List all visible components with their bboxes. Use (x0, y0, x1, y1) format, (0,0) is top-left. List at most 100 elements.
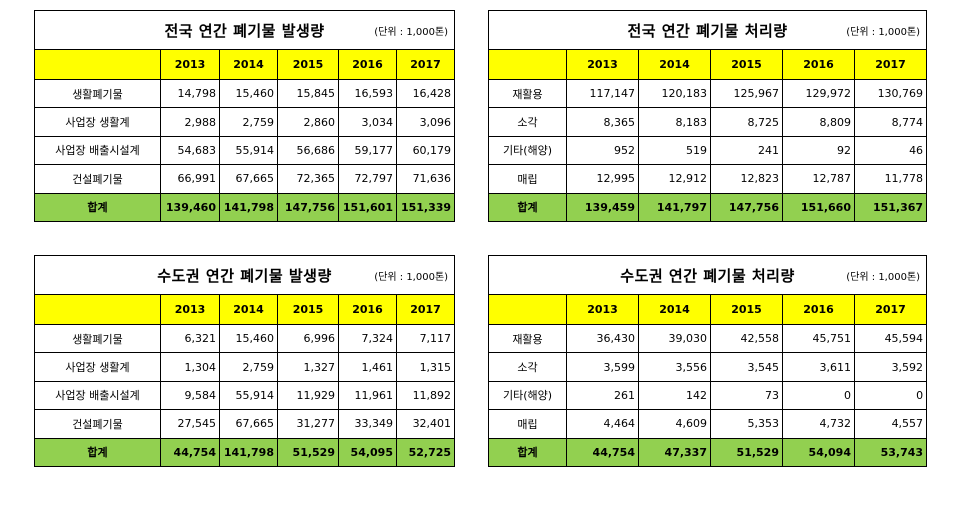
cell-value: 32,401 (395, 409, 456, 439)
total-value: 53,743 (853, 437, 928, 468)
cell-value: 73 (710, 380, 783, 411)
total-value: 139,460 (160, 192, 220, 223)
cell-value: 6,996 (277, 323, 339, 354)
table-row: 소각 3,599 3,556 3,545 3,611 3,592 (488, 352, 928, 382)
cell-value: 12,912 (638, 164, 711, 194)
cell-value: 3,592 (853, 352, 928, 382)
cell-value: 72,797 (338, 164, 397, 194)
table-title-cell: 전국 연간 폐기물 발생량 (단위 : 1,000톤) (33, 10, 456, 50)
cell-value: 67,665 (219, 409, 278, 439)
row-label: 사업장 배출시설계 (34, 135, 161, 166)
year-header: 2013 (160, 49, 220, 80)
cell-value: 4,464 (566, 409, 639, 439)
cell-value: 56,686 (277, 135, 339, 166)
header-blank (488, 294, 567, 325)
cell-value: 3,556 (638, 352, 711, 382)
national-waste-treatment-table: 전국 연간 폐기물 처리량 (단위 : 1,000톤) 2013 2014 20… (487, 10, 928, 223)
cell-value: 27,545 (160, 409, 220, 439)
cell-value: 16,593 (338, 78, 397, 109)
cell-value: 11,961 (338, 380, 397, 411)
total-value: 147,756 (277, 192, 339, 223)
cell-value: 31,277 (277, 409, 339, 439)
year-header: 2013 (160, 294, 220, 325)
total-value: 52,725 (395, 437, 456, 468)
year-header: 2015 (710, 49, 783, 80)
cell-value: 125,967 (710, 78, 783, 109)
table-row: 기타(해양) 261 142 73 0 0 (488, 380, 928, 411)
year-header-row: 2013 2014 2015 2016 2017 (34, 294, 456, 325)
cell-value: 0 (853, 380, 928, 411)
cell-value: 71,636 (395, 164, 456, 194)
cell-value: 45,594 (853, 323, 928, 354)
total-value: 44,754 (160, 437, 220, 468)
year-header: 2015 (277, 49, 339, 80)
table-row: 사업장 생활계 2,988 2,759 2,860 3,034 3,096 (34, 107, 456, 137)
row-label: 기타(해양) (488, 135, 567, 166)
table-row: 기타(해양) 952 519 241 92 46 (488, 135, 928, 166)
year-header: 2016 (338, 49, 397, 80)
capital-area-waste-generation-table: 수도권 연간 폐기물 발생량 (단위 : 1,000톤) 2013 2014 2… (33, 255, 456, 468)
row-label: 재활용 (488, 78, 567, 109)
cell-value: 129,972 (782, 78, 855, 109)
cell-value: 60,179 (395, 135, 456, 166)
total-value: 54,094 (782, 437, 855, 468)
cell-value: 8,365 (566, 107, 639, 137)
year-header-row: 2013 2014 2015 2016 2017 (34, 49, 456, 80)
cell-value: 1,315 (395, 352, 456, 382)
table-row: 건설폐기물 27,545 67,665 31,277 33,349 32,401 (34, 409, 456, 439)
cell-value: 54,683 (160, 135, 220, 166)
cell-value: 142 (638, 380, 711, 411)
cell-value: 2,759 (219, 107, 278, 137)
cell-value: 11,929 (277, 380, 339, 411)
cell-value: 8,725 (710, 107, 783, 137)
total-value: 151,601 (338, 192, 397, 223)
total-value: 141,798 (219, 437, 278, 468)
cell-value: 519 (638, 135, 711, 166)
cell-value: 3,545 (710, 352, 783, 382)
header-blank (34, 49, 161, 80)
row-label: 소각 (488, 352, 567, 382)
cell-value: 2,759 (219, 352, 278, 382)
year-header: 2014 (219, 294, 278, 325)
year-header: 2016 (782, 294, 855, 325)
cell-value: 11,778 (853, 164, 928, 194)
cell-value: 8,809 (782, 107, 855, 137)
row-label: 건설폐기물 (34, 409, 161, 439)
row-label: 사업장 생활계 (34, 107, 161, 137)
cell-value: 72,365 (277, 164, 339, 194)
cell-value: 3,034 (338, 107, 397, 137)
table-row: 건설폐기물 66,991 67,665 72,365 72,797 71,636 (34, 164, 456, 194)
table-row: 매립 4,464 4,609 5,353 4,732 4,557 (488, 409, 928, 439)
table-title: 수도권 연간 폐기물 발생량 (157, 266, 332, 285)
row-label: 매립 (488, 164, 567, 194)
total-row: 합계 44,754 141,798 51,529 54,095 52,725 (34, 437, 456, 468)
table-title-cell: 수도권 연간 폐기물 처리량 (단위 : 1,000톤) (487, 255, 928, 295)
cell-value: 4,732 (782, 409, 855, 439)
row-label: 사업장 배출시설계 (34, 380, 161, 411)
cell-value: 130,769 (853, 78, 928, 109)
total-label: 합계 (488, 192, 567, 223)
year-header: 2016 (338, 294, 397, 325)
table-row: 재활용 117,147 120,183 125,967 129,972 130,… (488, 78, 928, 109)
total-value: 141,798 (219, 192, 278, 223)
cell-value: 952 (566, 135, 639, 166)
cell-value: 7,117 (395, 323, 456, 354)
cell-value: 6,321 (160, 323, 220, 354)
cell-value: 46 (853, 135, 928, 166)
cell-value: 117,147 (566, 78, 639, 109)
row-label: 사업장 생활계 (34, 352, 161, 382)
table-row: 사업장 배출시설계 9,584 55,914 11,929 11,961 11,… (34, 380, 456, 411)
total-value: 139,459 (566, 192, 639, 223)
cell-value: 55,914 (219, 135, 278, 166)
cell-value: 12,823 (710, 164, 783, 194)
table-row: 재활용 36,430 39,030 42,558 45,751 45,594 (488, 323, 928, 354)
year-header-row: 2013 2014 2015 2016 2017 (488, 49, 928, 80)
cell-value: 3,096 (395, 107, 456, 137)
cell-value: 8,774 (853, 107, 928, 137)
total-value: 47,337 (638, 437, 711, 468)
year-header: 2017 (853, 294, 928, 325)
row-label: 건설폐기물 (34, 164, 161, 194)
cell-value: 11,892 (395, 380, 456, 411)
row-label: 매립 (488, 409, 567, 439)
table-row: 사업장 생활계 1,304 2,759 1,327 1,461 1,315 (34, 352, 456, 382)
